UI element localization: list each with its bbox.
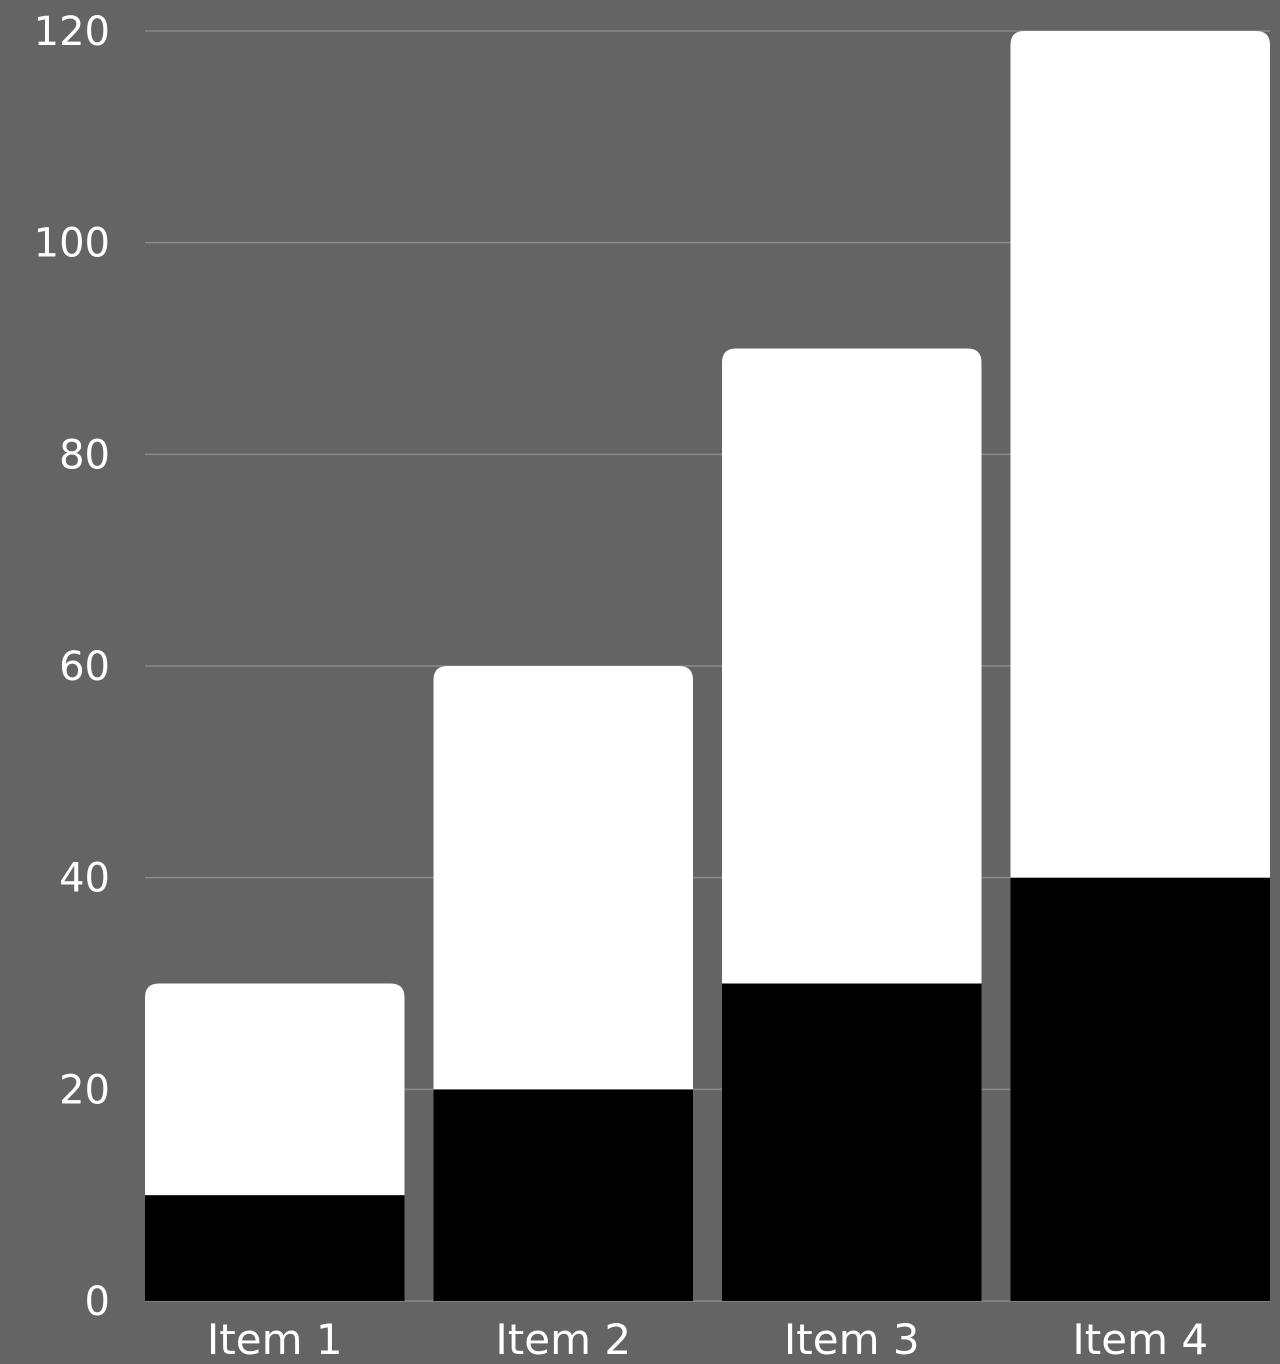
y-axis-ticks: 0 20 40 60 80 100 120: [34, 9, 110, 1325]
bar-segment-2: [145, 983, 405, 1196]
bar-segment-2: [433, 666, 693, 1090]
y-tick-label: 120: [34, 9, 110, 55]
bar-segment-2: [1010, 31, 1270, 878]
bars: [145, 31, 1270, 1301]
bar-segment-1: [722, 983, 982, 1301]
bar-segment-1: [433, 1089, 693, 1301]
bar-segment-1: [145, 1195, 405, 1301]
x-tick-label: Item 3: [784, 1315, 920, 1359]
bar-segment-2: [722, 348, 982, 984]
y-tick-label: 100: [34, 221, 110, 267]
y-tick-label: 0: [85, 1279, 110, 1325]
y-tick-label: 60: [59, 644, 110, 690]
x-tick-label: Item 1: [207, 1315, 343, 1359]
x-tick-label: Item 4: [1072, 1315, 1208, 1359]
y-tick-label: 80: [59, 432, 110, 478]
y-tick-label: 20: [59, 1067, 110, 1113]
bar-segment-1: [1010, 877, 1270, 1301]
x-axis-ticks: Item 1 Item 2 Item 3 Item 4: [207, 1315, 1208, 1364]
y-tick-label: 40: [59, 856, 110, 902]
x-tick-label: Item 2: [495, 1315, 631, 1359]
